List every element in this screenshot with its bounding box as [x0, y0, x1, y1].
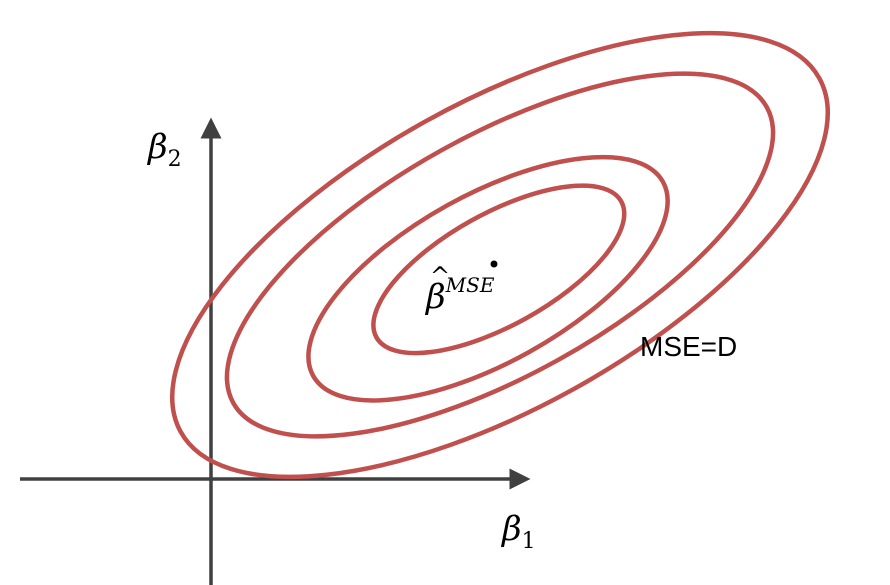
y-axis-label: β2 — [146, 127, 182, 172]
center-hat: ^ — [430, 262, 450, 290]
center-symbol: β — [424, 277, 446, 317]
contour-label: MSE=D — [640, 331, 737, 362]
x-axis-subscript: 1 — [522, 529, 536, 554]
contour-group — [170, 30, 830, 480]
center-label: βMSE — [424, 273, 495, 317]
x-axis-symbol: β — [500, 509, 522, 549]
y-axis-subscript: 2 — [168, 147, 182, 172]
y-axis-symbol: β — [146, 127, 168, 167]
contour-ellipse-second — [224, 71, 776, 439]
x-axis-label: β1 — [500, 509, 536, 554]
contour-ellipse-inner — [371, 183, 627, 356]
mse-estimate-point — [490, 260, 498, 268]
contour-ellipse-outer — [170, 30, 830, 480]
center-superscript: MSE — [445, 273, 495, 297]
contour-ellipse-third — [306, 154, 670, 403]
